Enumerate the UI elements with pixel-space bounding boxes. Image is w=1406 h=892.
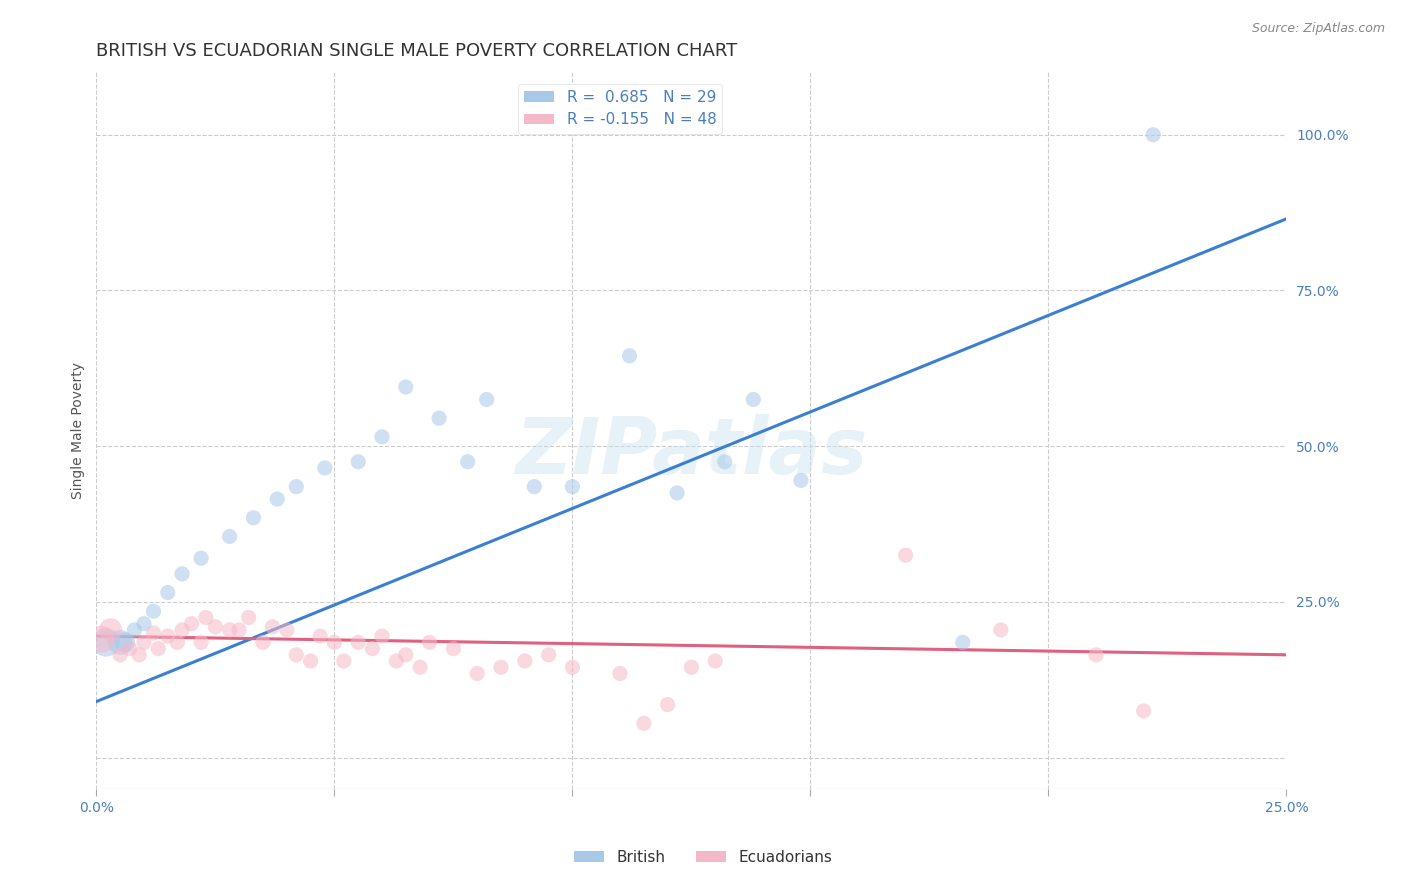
Point — [142, 604, 165, 618]
Point — [170, 623, 193, 637]
Point — [395, 648, 418, 662]
Legend: R =  0.685   N = 29, R = -0.155   N = 48: R = 0.685 N = 29, R = -0.155 N = 48 — [517, 84, 723, 134]
Point — [633, 716, 655, 731]
Point — [228, 623, 250, 637]
Point — [170, 566, 193, 581]
Legend: British, Ecuadorians: British, Ecuadorians — [568, 844, 838, 871]
Point — [132, 616, 155, 631]
Text: BRITISH VS ECUADORIAN SINGLE MALE POVERTY CORRELATION CHART: BRITISH VS ECUADORIAN SINGLE MALE POVERT… — [97, 42, 738, 60]
Text: Source: ZipAtlas.com: Source: ZipAtlas.com — [1251, 22, 1385, 36]
Point — [361, 641, 384, 656]
Point — [427, 411, 450, 425]
Point — [194, 610, 217, 624]
Point — [266, 492, 288, 507]
Point — [347, 635, 370, 649]
Point — [952, 635, 974, 649]
Point — [333, 654, 356, 668]
Point — [314, 461, 336, 475]
Point — [666, 486, 689, 500]
Point — [489, 660, 512, 674]
Point — [114, 635, 136, 649]
Point — [309, 629, 332, 643]
Point — [657, 698, 679, 712]
Point — [142, 626, 165, 640]
Point — [681, 660, 703, 674]
Point — [252, 635, 274, 649]
Point — [118, 641, 141, 656]
Point — [156, 585, 179, 599]
Point — [108, 635, 131, 649]
Point — [90, 632, 112, 647]
Point — [371, 430, 394, 444]
Point — [299, 654, 322, 668]
Point — [409, 660, 432, 674]
Point — [94, 635, 117, 649]
Point — [218, 623, 240, 637]
Point — [371, 629, 394, 643]
Point — [385, 654, 408, 668]
Point — [704, 654, 727, 668]
Point — [323, 635, 346, 649]
Point — [1142, 128, 1164, 142]
Point — [148, 641, 170, 656]
Point — [619, 349, 641, 363]
Point — [285, 480, 308, 494]
Point — [262, 620, 284, 634]
Point — [894, 548, 917, 562]
Point — [1132, 704, 1154, 718]
Point — [190, 551, 212, 566]
Point — [156, 629, 179, 643]
Point — [475, 392, 498, 407]
Point — [166, 635, 188, 649]
Point — [561, 480, 583, 494]
Point — [108, 648, 131, 662]
Point — [180, 616, 202, 631]
Y-axis label: Single Male Poverty: Single Male Poverty — [72, 362, 86, 500]
Point — [713, 455, 735, 469]
Point — [132, 635, 155, 649]
Point — [561, 660, 583, 674]
Point — [419, 635, 441, 649]
Point — [742, 392, 765, 407]
Point — [609, 666, 631, 681]
Point — [238, 610, 260, 624]
Point — [457, 455, 479, 469]
Point — [523, 480, 546, 494]
Point — [537, 648, 560, 662]
Point — [441, 641, 464, 656]
Point — [990, 623, 1012, 637]
Text: ZIPatlas: ZIPatlas — [515, 414, 868, 490]
Point — [465, 666, 488, 681]
Point — [100, 623, 122, 637]
Point — [790, 474, 813, 488]
Point — [204, 620, 226, 634]
Point — [218, 529, 240, 543]
Point — [513, 654, 536, 668]
Point — [276, 623, 298, 637]
Point — [395, 380, 418, 394]
Point — [285, 648, 308, 662]
Point — [190, 635, 212, 649]
Point — [124, 623, 146, 637]
Point — [242, 510, 264, 524]
Point — [1085, 648, 1108, 662]
Point — [128, 648, 150, 662]
Point — [347, 455, 370, 469]
